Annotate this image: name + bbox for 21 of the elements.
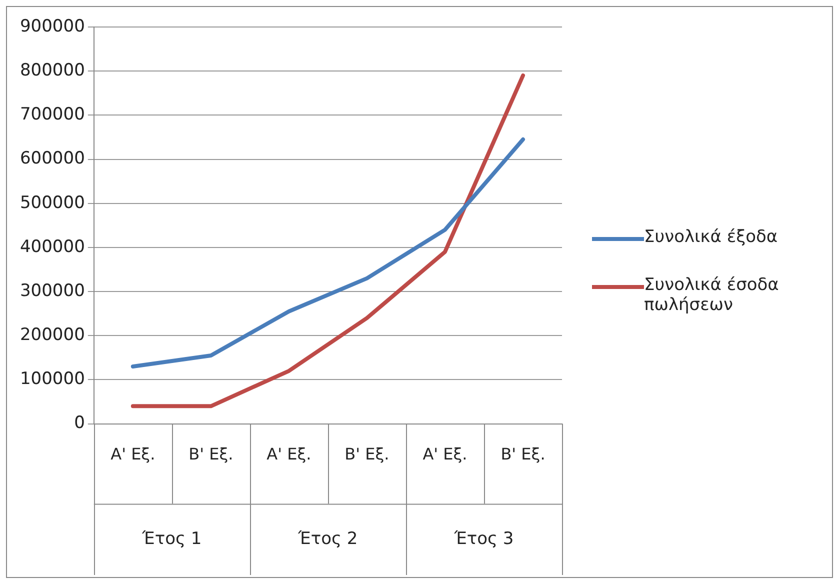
- text: Έτος 2: [297, 528, 358, 549]
- y-tick-label: 600000: [20, 148, 85, 169]
- x-tick-label: Β' Εξ.: [344, 444, 390, 464]
- x-tick-label: Β' Εξ.: [500, 444, 546, 464]
- legend-label: Συνολικά έσοδα πωλήσεων: [644, 275, 780, 315]
- text: Έτος 1: [141, 528, 202, 549]
- legend-label: Συνολικά έξοδα: [644, 227, 778, 247]
- y-tick-label: 800000: [20, 60, 85, 81]
- y-tick-label: 400000: [20, 236, 85, 257]
- y-tick-label: 500000: [20, 192, 85, 213]
- x-tick-label: Α' Εξ.: [422, 444, 468, 464]
- y-tick-label: 200000: [20, 325, 85, 346]
- y-tick-label: 700000: [20, 104, 85, 125]
- text: Έτος 3: [453, 528, 514, 549]
- x-tick-label: Α' Εξ.: [266, 444, 312, 464]
- y-tick-label: 0: [74, 413, 85, 434]
- y-tick-label: 900000: [20, 16, 85, 36]
- y-tick-label: 300000: [20, 280, 85, 301]
- x-tick-label: Β' Εξ.: [188, 444, 234, 464]
- x-tick-label: Α' Εξ.: [110, 444, 156, 464]
- y-tick-label: 100000: [20, 369, 85, 390]
